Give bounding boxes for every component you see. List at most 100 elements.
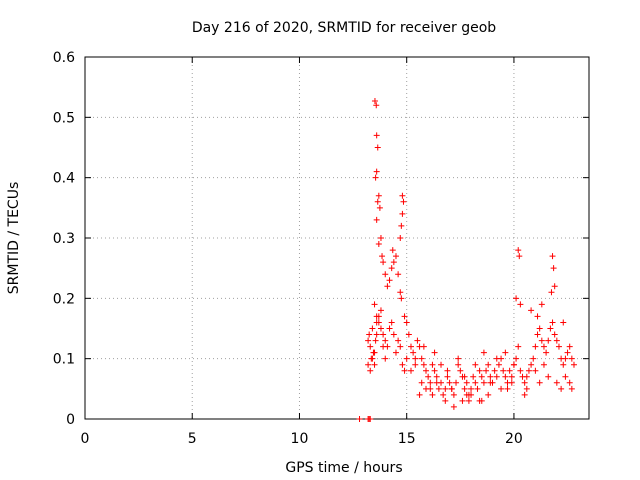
data-point [398, 295, 405, 302]
data-point [373, 313, 380, 320]
data-point [444, 367, 451, 374]
data-point [379, 253, 386, 260]
data-point [418, 355, 425, 362]
data-point [545, 337, 552, 344]
data-point [500, 367, 507, 374]
data-point [461, 385, 468, 392]
data-point [553, 379, 560, 386]
data-point [506, 367, 513, 374]
data-point [549, 253, 556, 260]
data-point [560, 361, 567, 368]
data-point [551, 283, 558, 290]
data-point [472, 361, 479, 368]
data-point [498, 385, 505, 392]
data-point [534, 331, 541, 338]
data-point [392, 349, 399, 356]
data-point [412, 355, 419, 362]
data-point [371, 361, 378, 368]
data-point [480, 379, 487, 386]
data-point [382, 337, 389, 344]
data-point [566, 343, 573, 350]
data-point [399, 361, 406, 368]
data-point [558, 385, 565, 392]
data-point [474, 385, 481, 392]
data-point [388, 319, 395, 326]
data-point [521, 379, 528, 386]
axis-ticks [84, 56, 589, 420]
data-point [504, 385, 511, 392]
data-point [523, 373, 530, 380]
data-point [538, 337, 545, 344]
data-point [564, 349, 571, 356]
data-point [389, 247, 396, 254]
data-point [390, 259, 397, 266]
data-point [465, 397, 472, 404]
data-point [543, 349, 550, 356]
data-point [418, 379, 425, 386]
data-point [375, 241, 382, 248]
y-tick-label: 0.2 [53, 291, 75, 307]
data-point [371, 301, 378, 308]
data-point [380, 331, 387, 338]
data-point [493, 355, 500, 362]
y-tick-label: 0.6 [53, 50, 75, 66]
data-point [551, 331, 558, 338]
data-point [403, 355, 410, 362]
data-point [463, 391, 470, 398]
y-tick-label: 0.4 [53, 171, 75, 187]
data-point [461, 373, 468, 380]
tick-labels: 0 0.1 0.2 0.3 0.4 0.5 0.6 0 5 10 15 20 [53, 50, 523, 447]
data-point [399, 192, 406, 199]
data-point [478, 397, 485, 404]
data-point [540, 361, 547, 368]
data-point [407, 343, 414, 350]
x-tick-label: 15 [398, 431, 416, 447]
data-point [476, 367, 483, 374]
data-point [442, 397, 449, 404]
x-axis-label: GPS time / hours [285, 460, 402, 476]
data-point [425, 373, 432, 380]
data-point [530, 355, 537, 362]
data-point [532, 367, 539, 374]
data-point [450, 403, 457, 410]
data-point [521, 391, 528, 398]
data-point [433, 379, 440, 386]
data-point [373, 132, 380, 139]
data-point [431, 367, 438, 374]
data-point [448, 385, 455, 392]
data-point [536, 325, 543, 332]
data-point [485, 361, 492, 368]
chart-title: Day 216 of 2020, SRMTID for receiver geo… [192, 20, 496, 36]
data-point [515, 343, 522, 350]
data-point [493, 373, 500, 380]
data-point [427, 379, 434, 386]
data-point [523, 385, 530, 392]
data-point [377, 307, 384, 314]
data-point [444, 373, 451, 380]
data-point [382, 355, 389, 362]
data-point [392, 253, 399, 260]
data-point [386, 277, 393, 284]
data-point [485, 391, 492, 398]
data-point [495, 361, 502, 368]
data-point [515, 247, 522, 254]
data-point [570, 361, 577, 368]
data-point [517, 301, 524, 308]
data-point [438, 361, 445, 368]
data-point [435, 385, 442, 392]
data-point [457, 367, 464, 374]
data-point [388, 265, 395, 272]
data-point [369, 355, 376, 362]
data-point [405, 331, 412, 338]
data-point [365, 337, 372, 344]
data-point [398, 222, 405, 229]
data-point [455, 355, 462, 362]
data-point [553, 337, 560, 344]
data-point [367, 416, 374, 422]
data-point [374, 198, 381, 205]
data-point [375, 319, 382, 326]
data-point [384, 343, 391, 350]
data-point [472, 379, 479, 386]
data-point [371, 98, 378, 105]
y-tick-label: 0.5 [53, 110, 75, 126]
